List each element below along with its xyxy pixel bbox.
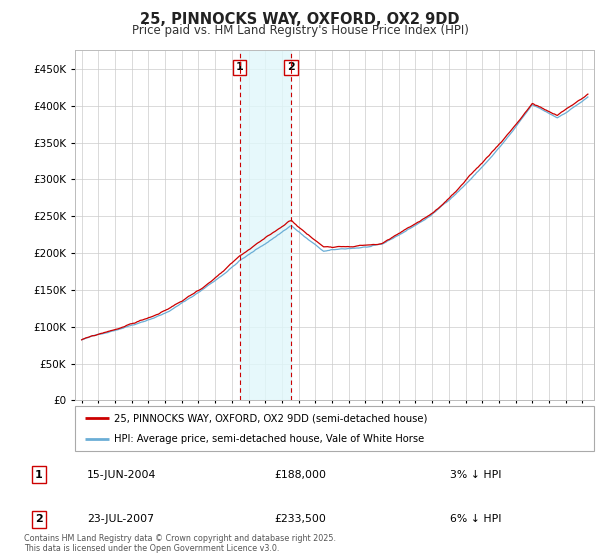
Text: 3% ↓ HPI: 3% ↓ HPI xyxy=(450,470,502,479)
Text: Price paid vs. HM Land Registry's House Price Index (HPI): Price paid vs. HM Land Registry's House … xyxy=(131,24,469,37)
FancyBboxPatch shape xyxy=(75,406,594,451)
Text: Contains HM Land Registry data © Crown copyright and database right 2025.
This d: Contains HM Land Registry data © Crown c… xyxy=(24,534,336,553)
Text: 15-JUN-2004: 15-JUN-2004 xyxy=(87,470,157,479)
Text: 6% ↓ HPI: 6% ↓ HPI xyxy=(450,515,502,524)
Bar xyxy=(239,50,291,400)
Text: HPI: Average price, semi-detached house, Vale of White Horse: HPI: Average price, semi-detached house,… xyxy=(114,433,424,444)
Text: 23-JUL-2007: 23-JUL-2007 xyxy=(87,515,154,524)
Text: £188,000: £188,000 xyxy=(274,470,326,479)
Text: 25, PINNOCKS WAY, OXFORD, OX2 9DD: 25, PINNOCKS WAY, OXFORD, OX2 9DD xyxy=(140,12,460,27)
Text: 2: 2 xyxy=(287,62,295,72)
Text: 25, PINNOCKS WAY, OXFORD, OX2 9DD (semi-detached house): 25, PINNOCKS WAY, OXFORD, OX2 9DD (semi-… xyxy=(114,413,427,423)
Text: 2: 2 xyxy=(35,515,43,524)
Text: 1: 1 xyxy=(236,62,244,72)
Text: £233,500: £233,500 xyxy=(274,515,326,524)
Text: 1: 1 xyxy=(35,470,43,479)
